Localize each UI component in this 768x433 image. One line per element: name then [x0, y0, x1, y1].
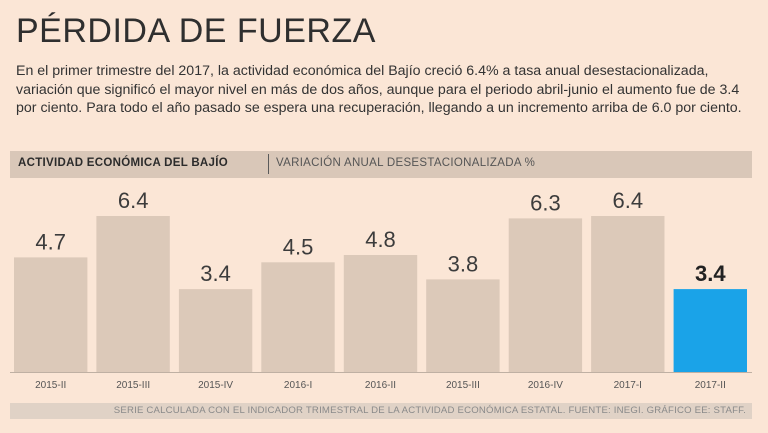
bar-2017-II — [673, 289, 747, 372]
x-tick-label: 2015-IV — [198, 380, 233, 391]
x-tick-label: 2015-III — [116, 380, 150, 391]
bar-2015-III — [96, 216, 170, 372]
bar-2016-IV — [508, 218, 583, 372]
chart-unit-label: VARIACIÓN ANUAL DESESTACIONALIZADA % — [276, 157, 536, 169]
x-tick-label: 2015-III — [446, 380, 480, 391]
bar-2016-II — [343, 255, 418, 372]
bar-2015-III — [426, 279, 500, 372]
x-tick-label: 2017-II — [695, 380, 726, 391]
x-tick-label: 2015-II — [35, 380, 66, 391]
source-note-text: SERIE CALCULADA CON EL INDICADOR TRIMEST… — [113, 405, 746, 416]
bar-2016-I — [261, 262, 335, 372]
data-label: 3.4 — [200, 261, 231, 286]
data-label: 4.7 — [35, 229, 66, 254]
bar-2017-I — [591, 216, 665, 372]
data-label: 4.8 — [365, 227, 396, 252]
x-tick-label: 2016-IV — [528, 380, 563, 391]
chart-header-band: ACTIVIDAD ECONÓMICA DEL BAJÍO VARIACIÓN … — [10, 151, 752, 178]
x-tick-label: 2017-I — [614, 380, 642, 391]
bar-chart: 4.7 2015-II 6.4 2015-III 3.4 2015-IV 4.5 2016-I… — [10, 188, 752, 391]
data-label: 3.4 — [695, 261, 726, 286]
chart-title: PÉRDIDA DE FUERZA — [16, 12, 376, 50]
data-label: 6.4 — [613, 188, 644, 213]
bar-2015-IV — [178, 289, 253, 372]
data-label: 6.4 — [118, 188, 149, 213]
data-label: 3.8 — [448, 251, 479, 276]
bar-2015-II — [14, 257, 88, 372]
x-tick-label: 2016-I — [284, 380, 312, 391]
lede-paragraph: En el primer trimestre del 2017, la acti… — [16, 63, 742, 116]
data-label: 6.3 — [530, 190, 561, 215]
source-note: SERIE CALCULADA CON EL INDICADOR TRIMEST… — [10, 403, 752, 419]
separator — [268, 154, 269, 174]
data-label: 4.5 — [283, 234, 314, 259]
x-tick-label: 2016-II — [365, 380, 396, 391]
chart-subject-label: ACTIVIDAD ECONÓMICA DEL BAJÍO — [18, 157, 228, 169]
